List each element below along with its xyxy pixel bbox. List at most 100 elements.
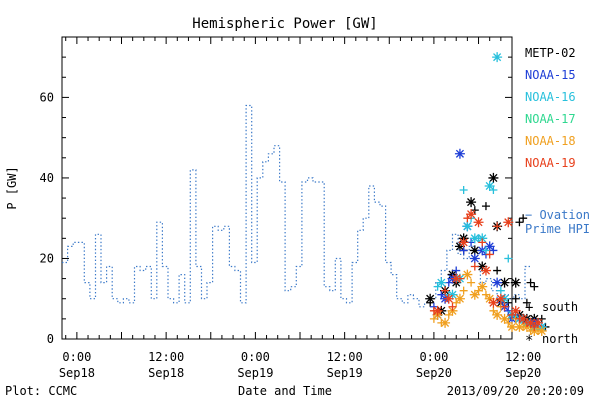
x-tick-date: Sep20: [505, 366, 541, 380]
metp-02-south-point: [515, 218, 524, 227]
legend-noaa-15: NOAA-15: [525, 68, 576, 82]
x-axis: 0:00 Sep18 12:00 Sep18 0:00 Sep19 12:00 Sep19 0:…: [59, 37, 541, 380]
noaa-16-south-point: [496, 286, 505, 295]
noaa-15-south-point: [489, 246, 498, 255]
noaa-19-north-point: [432, 305, 443, 316]
plot-credit: Plot: CCMC: [5, 384, 77, 398]
noaa-19-south-point: [485, 250, 494, 259]
noaa-15-north-point: [492, 277, 503, 288]
noaa-16-north-point: [484, 180, 495, 191]
noaa-19-north-point: [480, 265, 491, 276]
noaa-18-north-point: [499, 313, 510, 324]
noaa-19-south-point: [530, 322, 539, 331]
noaa-16-south-point: [433, 282, 442, 291]
noaa-18-south-point: [429, 314, 438, 323]
noaa-16-south-point: [459, 186, 468, 195]
y-tick-label: 20: [40, 251, 54, 265]
noaa-16-south-point: [504, 254, 513, 263]
metp-02-south-point: [526, 278, 535, 287]
metp-02-north-point: [425, 293, 436, 304]
legend-noaa-16: NOAA-16: [525, 90, 576, 104]
metp-02-north-point: [477, 261, 488, 272]
noaa-15-north-point: [469, 253, 480, 264]
noaa-19-north-point: [518, 313, 529, 324]
metp-02-south-point: [470, 206, 479, 215]
metp-02-south-point: [511, 294, 520, 303]
legend-south-symbol: +: [525, 300, 533, 316]
metp-02-north-point: [454, 241, 465, 252]
noaa-19-south-point: [508, 310, 516, 319]
noaa-18-north-point: [492, 309, 503, 320]
legend-ovation-prime-line1: − Ovation: [525, 208, 590, 222]
noaa-18-north-point: [536, 325, 547, 336]
noaa-18-south-point: [489, 306, 498, 315]
noaa-19-north-point: [510, 305, 521, 316]
noaa-15-south-point: [452, 266, 461, 275]
noaa-19-north-point: [488, 297, 499, 308]
noaa-18-north-point: [477, 281, 488, 292]
noaa-19-north-point: [503, 217, 514, 228]
metp-02-south-point: [530, 282, 539, 291]
ovation-prime-line: [62, 104, 531, 308]
noaa-19-north-point: [495, 293, 506, 304]
y-axis: 0 20 40 60: [40, 56, 512, 346]
noaa-19-south-point: [448, 302, 457, 311]
x-tick-date: Sep19: [327, 366, 363, 380]
noaa-18-north-point: [440, 317, 451, 328]
noaa-19-north-point: [473, 217, 484, 228]
legend-noaa-18: NOAA-18: [525, 134, 576, 148]
noaa-19-south-point: [463, 214, 472, 223]
noaa-16-north-point: [492, 52, 503, 63]
noaa-18-north-point: [521, 321, 532, 332]
noaa-16-north-point: [477, 233, 488, 244]
x-tick-date: Sep18: [59, 366, 95, 380]
plot-frame: [61, 36, 513, 340]
plot-timestamp: 2013/09/20 20:20:09: [447, 384, 584, 398]
noaa-18-north-point: [484, 293, 495, 304]
noaa-18-north-point: [454, 293, 465, 304]
metp-02-south-point: [519, 214, 528, 223]
legend-south-label: south: [542, 300, 578, 314]
noaa-18-south-point: [459, 286, 468, 295]
noaa-16-north-point: [462, 221, 473, 232]
noaa-18-south-point: [467, 278, 476, 287]
noaa-18-north-point: [507, 321, 517, 332]
x-tick-time: 0:00: [241, 350, 270, 364]
legend: METP-02 NOAA-15 NOAA-16 NOAA-17 NOAA-18 NOAA-…: [525, 46, 590, 349]
noaa-15-south-point: [437, 290, 446, 299]
noaa-18-south-point: [481, 290, 490, 299]
satellite-points: [425, 52, 550, 336]
y-tick-label: 60: [40, 90, 54, 104]
legend-metp-02: METP-02: [525, 46, 576, 60]
noaa-18-north-point: [469, 289, 480, 300]
noaa-18-south-point: [504, 318, 513, 327]
metp-02-north-point: [469, 245, 480, 256]
x-tick-time: 0:00: [419, 350, 448, 364]
noaa-18-north-point: [447, 305, 458, 316]
noaa-15-north-point: [454, 148, 465, 159]
metp-02-south-point: [493, 266, 502, 275]
metp-02-north-point: [488, 172, 499, 183]
metp-02-south-point: [481, 202, 490, 211]
x-tick-time: 12:00: [148, 350, 184, 364]
x-tick-date: Sep20: [416, 366, 452, 380]
x-tick-time: 12:00: [505, 350, 541, 364]
legend-noaa-17: NOAA-17: [525, 112, 576, 126]
noaa-16-south-point: [489, 186, 498, 195]
noaa-18-north-point: [462, 269, 473, 280]
noaa-19-south-point: [478, 238, 487, 247]
x-tick-time: 0:00: [62, 350, 91, 364]
y-tick-label: 0: [47, 332, 54, 346]
noaa-15-north-point: [484, 241, 495, 252]
noaa-19-south-point: [493, 222, 502, 231]
noaa-16-north-point: [436, 277, 447, 288]
x-tick-date: Sep19: [237, 366, 273, 380]
legend-north-label: north: [542, 332, 578, 346]
noaa-18-south-point: [452, 298, 461, 307]
noaa-19-north-point: [525, 317, 536, 328]
noaa-15-south-point: [459, 246, 468, 255]
noaa-19-north-point: [458, 237, 469, 248]
noaa-16-north-point: [447, 289, 458, 300]
metp-02-north-point: [499, 277, 510, 288]
